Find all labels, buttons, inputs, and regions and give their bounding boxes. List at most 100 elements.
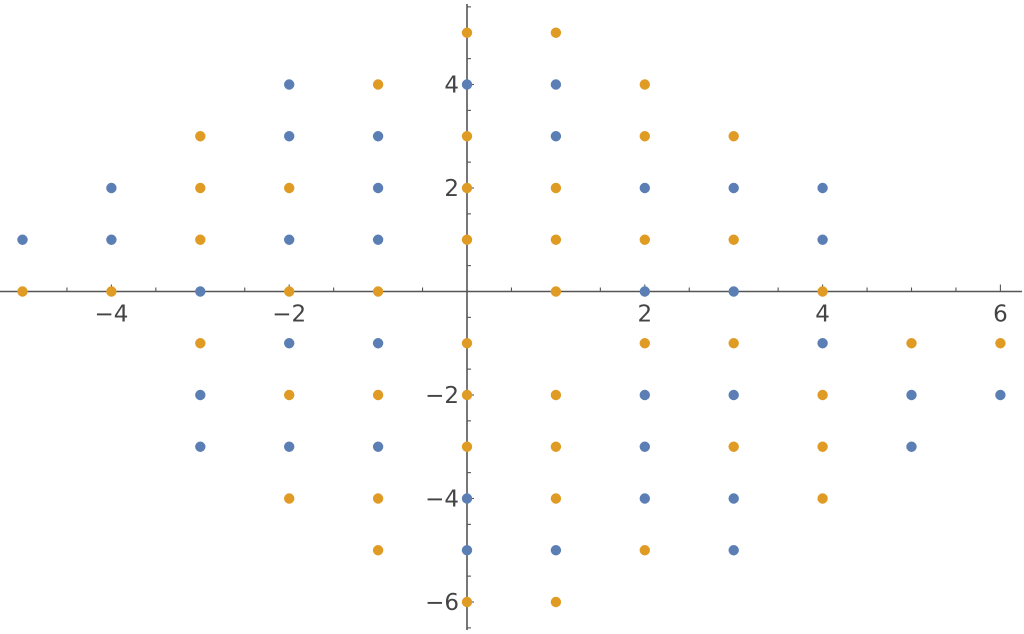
data-point [550, 545, 562, 556]
data-point [284, 234, 295, 245]
data-point [728, 493, 739, 504]
data-point [195, 286, 206, 297]
data-point [461, 545, 473, 556]
x-tick-label: 6 [993, 302, 1008, 328]
data-point [372, 234, 384, 245]
data-point [728, 286, 739, 297]
data-point [639, 234, 650, 245]
data-point [195, 338, 206, 349]
data-point [817, 493, 828, 504]
data-point [728, 131, 739, 142]
data-point [550, 234, 562, 245]
data-point [461, 27, 473, 38]
data-point [817, 389, 828, 401]
x-tick-label: 4 [815, 302, 830, 328]
x-tick-label: −2 [272, 302, 306, 328]
data-point [372, 182, 384, 194]
data-point [195, 131, 206, 142]
data-point [906, 441, 917, 452]
data-point [461, 79, 473, 90]
data-point [550, 493, 562, 504]
data-point [817, 234, 828, 245]
data-point [639, 182, 650, 194]
data-point [372, 441, 384, 452]
data-point [461, 389, 473, 401]
data-point [461, 182, 473, 194]
data-point [461, 131, 473, 142]
x-tick-label: 2 [637, 302, 652, 328]
data-point [906, 389, 917, 401]
data-point [639, 286, 650, 297]
data-point [195, 441, 206, 452]
data-point [372, 493, 384, 504]
data-point [106, 182, 117, 194]
tick-labels: −4 −2 2 4 6 4 2 −2 −4 −6 [94, 73, 1007, 617]
data-point [817, 441, 828, 452]
data-point [372, 545, 384, 556]
y-tick-label: −6 [425, 590, 459, 616]
data-point [461, 234, 473, 245]
data-point [17, 234, 28, 245]
data-point [284, 286, 295, 297]
data-point [639, 338, 650, 349]
data-point [728, 182, 739, 194]
data-point [550, 27, 562, 38]
data-point [461, 338, 473, 349]
data-point [284, 338, 295, 349]
data-point [728, 545, 739, 556]
data-point [372, 131, 384, 142]
data-point [372, 79, 384, 90]
data-point [550, 441, 562, 452]
data-point [284, 493, 295, 504]
data-point [639, 389, 650, 401]
data-point [550, 131, 562, 142]
y-tick-label: −2 [425, 383, 459, 409]
data-points [17, 27, 1006, 608]
data-point [639, 131, 650, 142]
data-point [461, 441, 473, 452]
data-point [550, 389, 562, 401]
data-point [284, 441, 295, 452]
data-point [550, 286, 562, 297]
data-point [372, 338, 384, 349]
data-point [106, 286, 117, 297]
data-point [106, 234, 117, 245]
data-point [995, 338, 1006, 349]
data-point [639, 493, 650, 504]
y-tick-label: 2 [444, 176, 459, 202]
axes [0, 4, 1022, 630]
data-point [284, 79, 295, 90]
data-point [995, 389, 1006, 401]
data-point [17, 286, 28, 297]
data-point [372, 286, 384, 297]
data-point [728, 441, 739, 452]
x-tick-label: −4 [94, 302, 128, 328]
data-point [195, 182, 206, 194]
data-point [284, 389, 295, 401]
y-tick-label: 4 [444, 73, 459, 99]
data-point [817, 338, 828, 349]
data-point [639, 79, 650, 90]
data-point [550, 182, 562, 194]
data-point [728, 389, 739, 401]
y-tick-label: −4 [425, 487, 459, 513]
series-2 [17, 27, 1006, 608]
data-point [817, 286, 828, 297]
data-point [906, 338, 917, 349]
data-point [195, 389, 206, 401]
data-point [461, 493, 473, 504]
data-point [817, 182, 828, 194]
data-point [550, 596, 562, 608]
data-point [550, 79, 562, 90]
ticks [21, 6, 1001, 629]
data-point [284, 182, 295, 194]
data-point [728, 338, 739, 349]
data-point [639, 545, 650, 556]
series-1 [17, 79, 1006, 556]
data-point [284, 131, 295, 142]
data-point [639, 441, 650, 452]
data-point [372, 389, 384, 401]
data-point [728, 234, 739, 245]
data-point [195, 234, 206, 245]
